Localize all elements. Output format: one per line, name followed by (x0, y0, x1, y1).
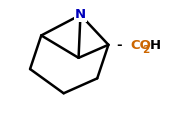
Text: 2: 2 (142, 45, 150, 55)
Text: CO: CO (131, 39, 152, 52)
Text: N: N (75, 8, 86, 21)
Text: -: - (116, 39, 122, 52)
Text: H: H (149, 39, 161, 52)
